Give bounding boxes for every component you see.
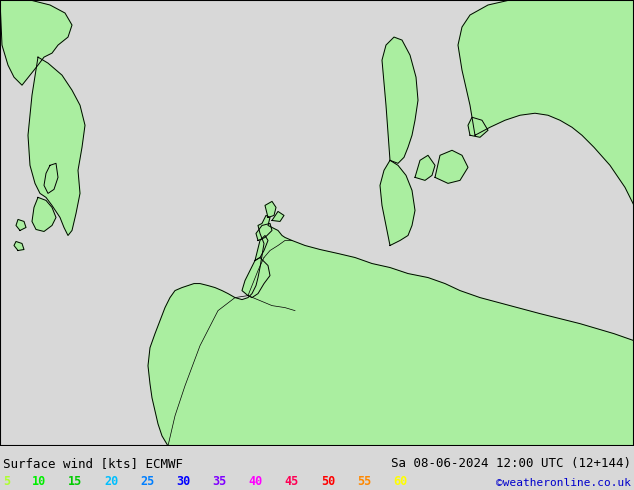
Polygon shape [468, 117, 488, 137]
Polygon shape [148, 216, 634, 446]
Text: 30: 30 [176, 475, 190, 488]
Polygon shape [265, 201, 276, 218]
Polygon shape [435, 150, 468, 183]
Text: 25: 25 [140, 475, 154, 488]
Polygon shape [14, 242, 24, 250]
Text: 35: 35 [212, 475, 226, 488]
Text: 40: 40 [249, 475, 262, 488]
Polygon shape [380, 160, 415, 245]
Text: 55: 55 [357, 475, 371, 488]
Polygon shape [44, 163, 58, 194]
Polygon shape [16, 220, 26, 230]
Text: 15: 15 [68, 475, 82, 488]
Polygon shape [28, 57, 85, 236]
Polygon shape [32, 197, 56, 231]
Polygon shape [242, 258, 270, 297]
Polygon shape [382, 37, 418, 163]
Polygon shape [0, 0, 72, 85]
Text: 60: 60 [393, 475, 407, 488]
Polygon shape [458, 0, 634, 205]
Text: 50: 50 [321, 475, 335, 488]
Text: ©weatheronline.co.uk: ©weatheronline.co.uk [496, 478, 631, 488]
Text: Surface wind [kts] ECMWF: Surface wind [kts] ECMWF [3, 457, 183, 470]
Text: Sa 08-06-2024 12:00 UTC (12+144): Sa 08-06-2024 12:00 UTC (12+144) [391, 457, 631, 470]
Polygon shape [256, 223, 272, 241]
Text: 45: 45 [285, 475, 299, 488]
Polygon shape [255, 236, 268, 261]
Text: 5: 5 [3, 475, 10, 488]
Text: 10: 10 [32, 475, 46, 488]
Text: 20: 20 [104, 475, 118, 488]
Polygon shape [272, 211, 284, 221]
Polygon shape [415, 155, 435, 180]
